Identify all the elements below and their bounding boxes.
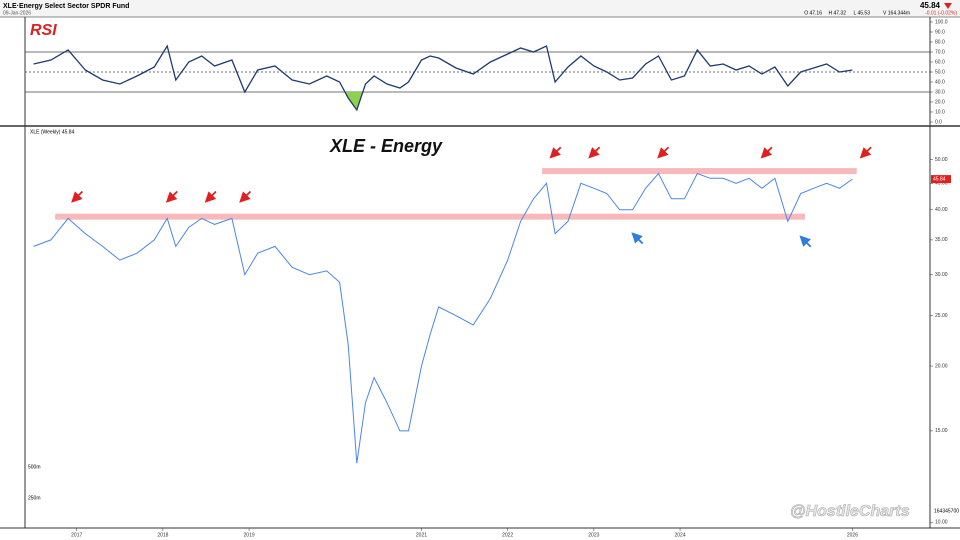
oversold-fill <box>33 92 853 110</box>
annotation-arrow <box>549 146 562 159</box>
y-tick-label: 50.00 <box>935 157 948 163</box>
y-tick-label: 30.0 <box>935 89 945 95</box>
header-bar <box>0 0 960 17</box>
annotation-arrow <box>239 190 252 203</box>
y-tick-label: 50.0 <box>935 69 945 75</box>
y-tick-label: 0.0 <box>935 119 942 125</box>
price: 45.84 <box>920 1 941 10</box>
quote: H 47.32 <box>828 10 846 16</box>
y-tick-label: 80.0 <box>935 39 945 45</box>
x-tick-label: 2019 <box>244 532 255 538</box>
annotation-arrow <box>760 146 773 159</box>
annotation-arrow <box>799 235 812 248</box>
price-title: XLE - Energy <box>329 136 443 156</box>
level-band <box>55 213 806 220</box>
price-subtitle: XLE (Weekly) 45.84 <box>30 129 75 135</box>
y-tick-label: 20.00 <box>935 363 948 369</box>
symbol: XLE·Energy Select Sector SPDR Fund <box>3 3 129 10</box>
y-tick-label: 40.00 <box>935 207 948 213</box>
down-icon <box>944 3 952 9</box>
annotation-arrow <box>165 190 178 203</box>
rsi-title: RSI <box>30 22 57 39</box>
x-tick-label: 2017 <box>71 532 82 538</box>
annotation-arrow <box>204 190 217 203</box>
y-tick-label: 25.00 <box>935 313 948 319</box>
last-value-label: 45.84 <box>933 176 946 182</box>
y-tick-label: 35.00 <box>935 237 948 243</box>
y-tick-label: 100.0 <box>935 19 948 25</box>
y-tick-label: 30.00 <box>935 272 948 278</box>
x-tick-label: 2021 <box>416 532 427 538</box>
annotation-arrow <box>657 146 670 159</box>
y-tick-label: 60.0 <box>935 59 945 65</box>
annotation-arrow <box>631 232 644 245</box>
y-tick-label: 70.0 <box>935 49 945 55</box>
y-tick-label: 20.0 <box>935 99 945 105</box>
quote: O 47.16 <box>804 10 822 16</box>
x-tick-label: 2022 <box>502 532 513 538</box>
y-tick-label: 10.0 <box>935 109 945 115</box>
line <box>33 172 853 464</box>
annotation-arrow <box>588 146 601 159</box>
y-tick-label: 15.00 <box>935 428 948 434</box>
quote: V 164.344m <box>883 10 910 16</box>
last-value-box <box>931 175 951 184</box>
annotation-arrow <box>859 146 872 159</box>
level-band <box>542 168 857 175</box>
y-tick-label: 40.0 <box>935 79 945 85</box>
y-tick-label: 45.00 <box>935 181 948 187</box>
volume-label: 250m <box>28 495 41 501</box>
y-tick-label: 90.0 <box>935 29 945 35</box>
date: 09-Jan-2026 <box>3 10 31 16</box>
x-tick-label: 2018 <box>157 532 168 538</box>
quote: L 45.53 <box>854 10 871 16</box>
change: -0.01 (-0.02%) <box>925 10 957 16</box>
annotation-arrow <box>71 190 84 203</box>
y-tick-label: 10.00 <box>935 520 948 526</box>
x-tick-label: 2024 <box>674 532 685 538</box>
volume-label: 500m <box>28 464 41 470</box>
x-tick-label: 2026 <box>847 532 858 538</box>
x-tick-label: 2023 <box>588 532 599 538</box>
volume-last: 164345700 <box>934 508 959 514</box>
line <box>33 44 853 112</box>
watermark: @HostileCharts <box>790 503 910 520</box>
